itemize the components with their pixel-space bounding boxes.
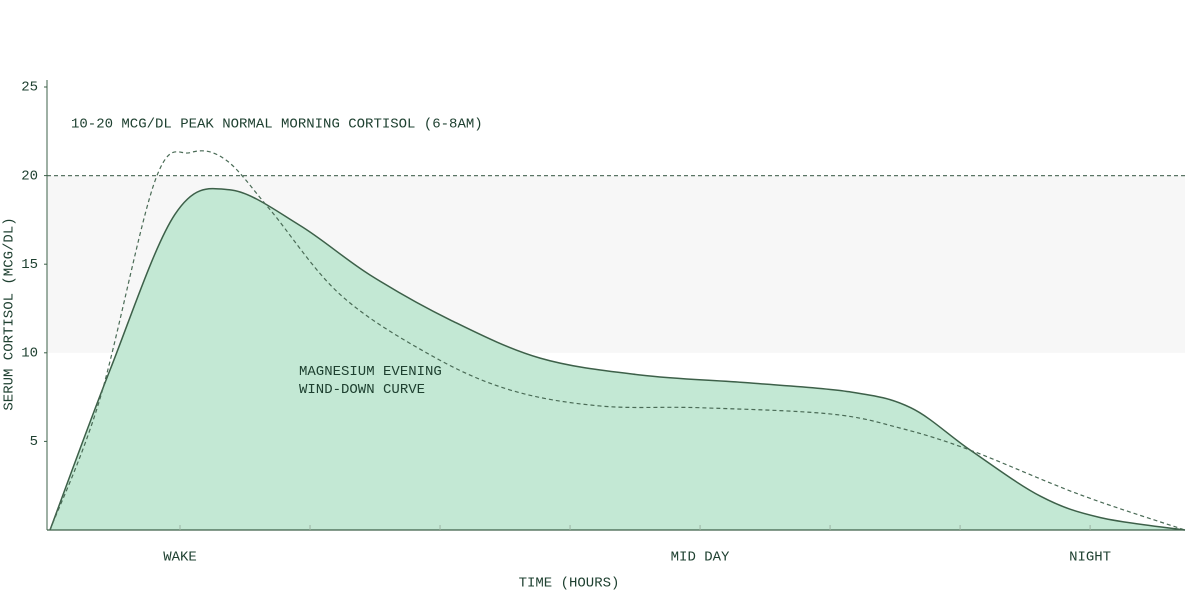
y-axis-title: SERUM CORTISOL (MCG/DL)	[2, 217, 18, 410]
reference-label: 10-20 MCG/DL PEAK NORMAL MORNING CORTISO…	[71, 117, 483, 133]
y-tick-label: 5	[30, 434, 38, 450]
x-axis-title: TIME (HOURS)	[519, 576, 620, 592]
series-label-box: MAGNESIUM EVENING WIND-DOWN CURVE	[299, 364, 442, 398]
y-tick-label: 10	[21, 346, 38, 362]
series-label: MAGNESIUM EVENING WIND-DOWN CURVE	[299, 364, 442, 398]
x-tick-label: WAKE	[163, 550, 197, 566]
area-fill	[50, 188, 1185, 530]
x-tick-label: MID DAY	[671, 550, 730, 566]
series-line	[49, 150, 1186, 531]
y-tick-label: 25	[21, 80, 38, 96]
x-tick-label: NIGHT	[1069, 550, 1111, 566]
y-tick-label: 20	[21, 168, 38, 184]
y-tick-label: 15	[21, 257, 38, 273]
series-line	[49, 187, 1186, 531]
